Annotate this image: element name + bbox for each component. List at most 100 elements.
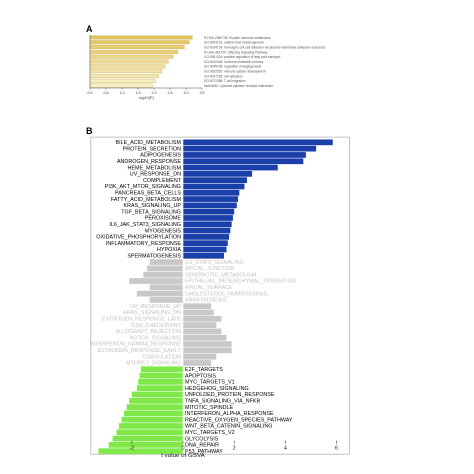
bar — [136, 385, 183, 392]
bar — [131, 391, 183, 398]
x-axis-label: t value of GSVA — [161, 453, 206, 459]
bar — [129, 397, 183, 404]
category-label: MTORC1_SIGNALING — [126, 361, 181, 367]
category-label: INTERFERON_GAMMA_RESPONSE — [90, 342, 182, 348]
category-label: IL6_JAK_STAT3_SIGNALING — [109, 222, 181, 228]
category-label: INFLAMMATORY_RESPONSE — [106, 241, 182, 247]
bar — [183, 152, 306, 158]
bar — [183, 322, 217, 328]
bar — [116, 429, 183, 436]
term-label: GO:0061024: positive regulation of fatty… — [204, 55, 280, 59]
bar — [183, 177, 247, 184]
bar — [149, 284, 183, 291]
bar — [183, 196, 239, 202]
category-label: E2F_TARGETS — [185, 367, 223, 373]
term-label: hsa04060: Cytokine-cytokine receptor int… — [204, 84, 273, 88]
bar — [183, 240, 228, 247]
category-label: TGF_BETA_SIGNALING — [121, 209, 181, 215]
bar — [149, 297, 183, 303]
category-label: OXIDATIVE_PHOSPHORYLATION — [96, 235, 181, 241]
category-label: EPITHELIAL_MESENCHYMAL_TRANSITION — [185, 279, 296, 285]
bar — [183, 170, 253, 177]
bar — [89, 35, 193, 40]
category-label: PANCREAS_BETA_CELLS — [115, 191, 181, 197]
x-tick-label: 2 — [233, 445, 236, 451]
x-tick-label: 2.0 — [152, 91, 157, 95]
bar — [89, 59, 169, 64]
bar — [183, 309, 214, 316]
category-label: UNFOLDED_PROTEIN_RESPONSE — [185, 392, 275, 398]
category-label: ANDROGEN_RESPONSE — [117, 159, 182, 165]
category-label: MYC_TARGETS_V1 — [185, 380, 235, 386]
bar — [89, 73, 159, 78]
x-tick-label: 2.5 — [168, 91, 173, 95]
category-label: PI3K_AKT_MTOR_SIGNALING — [105, 184, 181, 190]
bar — [121, 416, 183, 423]
x-tick-label: 0 — [181, 445, 184, 451]
bar — [126, 404, 183, 410]
category-label: DNA_REPAIR — [185, 443, 219, 449]
term-label: GO:0072358: T cell migration — [204, 79, 246, 83]
category-label: HYPOXIA — [157, 247, 181, 253]
plot-frame — [90, 136, 350, 455]
bar — [183, 353, 217, 360]
term-label: GO:0007155: cell adhesion — [204, 74, 243, 78]
category-label: APICAL_JUNCTION — [185, 266, 235, 272]
panel-b-label: B — [86, 126, 93, 136]
term-label: GO:0045765: regulation of angiogenesis — [204, 65, 262, 69]
category-label: P53_PATHWAY — [185, 449, 223, 455]
x-tick-label: 1.0 — [120, 91, 125, 95]
category-label: COMPLEMENT — [143, 178, 182, 184]
term-label: GO:0042446: hormone metabolic process — [204, 60, 264, 64]
category-label: MITOTIC_SPINDLE — [185, 405, 234, 411]
bar — [183, 215, 233, 221]
bar — [129, 278, 183, 284]
bar — [183, 347, 232, 354]
category-label: ADIPOGENESIS — [140, 153, 181, 159]
bar — [183, 360, 212, 366]
x-tick-label: 0.5 — [104, 91, 109, 95]
category-label: G2M_CHECKPOINT — [131, 323, 182, 329]
x-tick-label: 4 — [284, 445, 287, 451]
bar — [138, 378, 183, 385]
category-label: ALLOGRAFT_REJECTION — [115, 329, 181, 335]
category-label: UV_RESPONSE_UP — [130, 304, 181, 310]
category-label: MYC_TARGETS_V2 — [185, 430, 235, 436]
bar — [139, 372, 183, 379]
bar — [140, 366, 183, 373]
bar — [183, 189, 240, 196]
category-label: COAGULATION — [142, 354, 181, 360]
category-label: INTERFERON_ALPHA_RESPONSE — [185, 411, 274, 417]
x-tick-label: -2 — [129, 445, 134, 451]
bar — [183, 221, 232, 228]
category-label: KRAS_SIGNALING_UP — [124, 203, 182, 209]
category-label: XENOBIOTIC_METABOLISM — [185, 273, 256, 279]
bar — [183, 227, 231, 234]
category-label: KRAS_SIGNALING_DN — [123, 310, 181, 316]
category-label: PEROXISOME — [145, 216, 182, 222]
category-label: HEDGEHOG_SIGNALING — [185, 386, 249, 392]
bar — [124, 410, 183, 417]
bar — [183, 158, 304, 165]
bar — [89, 69, 163, 74]
bar — [183, 234, 230, 240]
bar — [98, 448, 183, 455]
term-label: GO:0003151: outflow tract morphogenesis — [204, 41, 264, 45]
x-axis-label: -log10(P) — [138, 96, 154, 100]
bar — [183, 334, 227, 341]
category-label: REACTIVE_OXYGEN_SPECIES_PATHWAY — [185, 417, 293, 423]
bar — [108, 442, 183, 448]
bar — [136, 290, 183, 297]
category-label: BILE_ACID_METABOLISM — [116, 140, 181, 146]
panel-a-chart: R-HSA-2980736: Peptide hormone metabolis… — [88, 35, 326, 100]
bar — [183, 315, 222, 322]
panel-b-chart: BILE_ACID_METABOLISMPROTEIN_SECRETIONADI… — [90, 136, 350, 459]
bar — [183, 208, 235, 215]
bar — [112, 435, 183, 442]
category-label: APOPTOSIS — [185, 373, 217, 379]
bar — [183, 183, 245, 190]
bar — [89, 54, 174, 59]
category-label: WNT_BETA_CATENIN_SIGNALING — [185, 424, 272, 430]
category-label: CHOLESTEROL_HOMEOSTASIS — [185, 291, 268, 297]
